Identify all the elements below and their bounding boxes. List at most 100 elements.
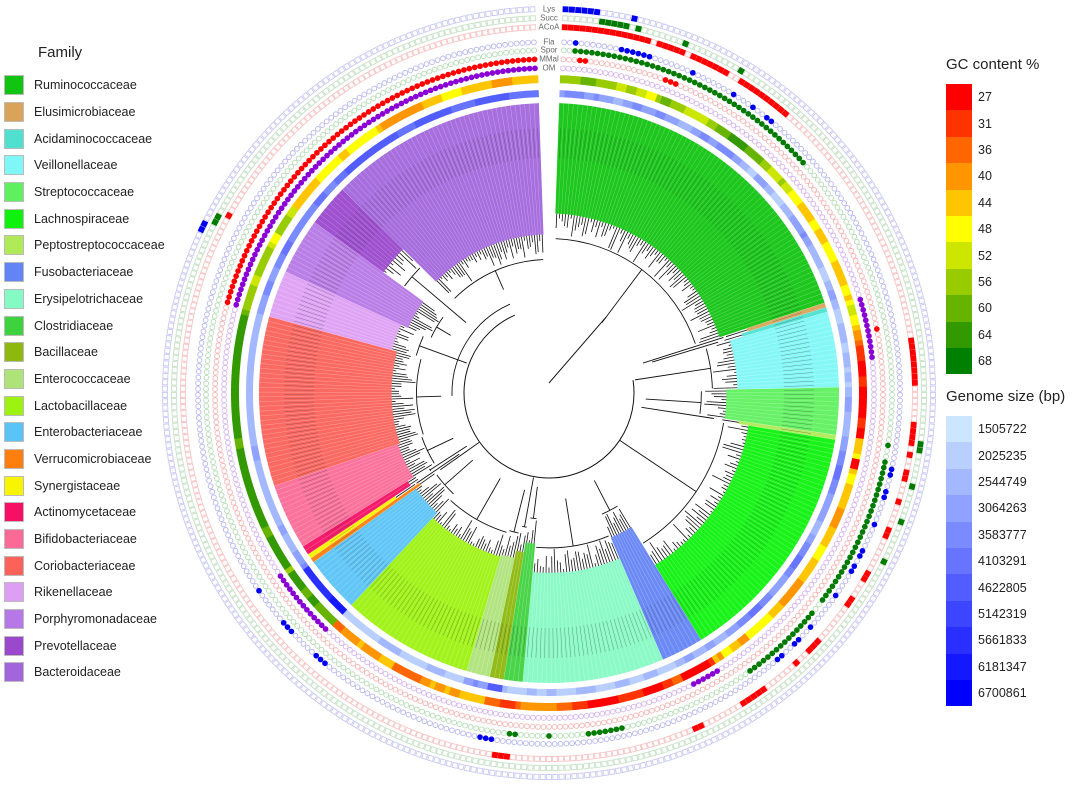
genome-size-cell	[843, 421, 851, 428]
succ-marker	[742, 70, 751, 79]
leaf-label	[513, 625, 519, 656]
gc-content-cell	[830, 259, 841, 269]
gc-content-cell	[610, 81, 618, 91]
mmal-marker	[880, 391, 886, 398]
succ-marker	[480, 20, 488, 28]
succ-marker	[249, 620, 258, 629]
fla-marker	[405, 711, 412, 718]
fla-marker	[195, 391, 201, 398]
tree-branch	[608, 226, 618, 249]
fla-marker	[877, 505, 884, 512]
succ-marker	[854, 600, 863, 609]
acoa-marker	[909, 433, 916, 441]
om-marker	[791, 602, 798, 609]
family-legend-label: Veillonellaceae	[34, 158, 118, 173]
lys-marker	[909, 266, 917, 275]
ring-label-acoa: ACoA	[539, 23, 561, 32]
mmal-marker	[871, 315, 878, 322]
succ-marker	[187, 500, 195, 509]
gc-content-cell	[406, 106, 416, 116]
lys-marker	[353, 55, 362, 64]
tree-branch	[618, 508, 631, 528]
genome-size-legend: Genome size (bp) 1505722 2025235 2544749 30…	[946, 388, 1065, 707]
acoa-marker	[245, 600, 255, 609]
succ-marker	[171, 373, 178, 380]
fla-marker	[195, 397, 201, 404]
tree-branch	[743, 435, 747, 438]
acoa-marker	[870, 222, 879, 231]
fla-marker	[871, 521, 878, 528]
fla-marker	[893, 443, 899, 450]
gc-content-cell	[239, 313, 249, 322]
om-marker	[700, 676, 707, 682]
mmal-marker	[688, 87, 694, 94]
spor-marker	[723, 683, 730, 690]
genome-size-cell	[682, 654, 691, 664]
succ-marker	[564, 764, 571, 771]
om-marker	[316, 160, 323, 166]
fla-marker	[196, 363, 202, 369]
fla-marker	[195, 368, 202, 375]
tree-branch	[415, 336, 424, 356]
leaf-label	[765, 484, 794, 497]
acoa-marker	[533, 755, 540, 762]
fla-marker	[668, 61, 675, 67]
genome-size-cell	[501, 685, 508, 694]
om-marker	[795, 598, 801, 605]
fla-marker	[831, 185, 838, 192]
acoa-marker	[281, 134, 291, 143]
spor-marker	[324, 128, 331, 135]
mmal-marker	[389, 95, 396, 101]
genome-size-cell	[770, 584, 780, 594]
genome-size-cell	[340, 169, 349, 179]
mmal-marker	[620, 64, 627, 71]
om-marker	[867, 338, 873, 345]
mmal-marker	[839, 550, 846, 556]
spor-marker	[385, 87, 391, 93]
om-marker	[869, 354, 875, 361]
mmal-marker	[397, 689, 404, 695]
spor-marker	[885, 341, 892, 347]
acoa-marker	[621, 31, 629, 39]
acoa-marker	[876, 233, 885, 242]
acoa-marker	[185, 325, 193, 333]
fla-marker	[867, 532, 873, 539]
genome-size-cell	[806, 244, 816, 252]
mmal-marker	[350, 660, 357, 667]
lys-marker	[414, 750, 423, 759]
mmal-marker	[860, 278, 867, 285]
leaf-label	[338, 231, 363, 251]
fla-marker	[315, 126, 321, 132]
tree-branch	[510, 238, 514, 247]
spor-marker	[686, 77, 693, 83]
succ-marker	[310, 681, 319, 690]
om-marker	[871, 386, 877, 393]
genome-size-cell	[818, 510, 828, 519]
lys-marker	[435, 21, 443, 29]
leaf-label	[743, 525, 769, 543]
om-marker	[447, 80, 454, 87]
gc-legend-label: 44	[978, 195, 992, 210]
gc-content-cell	[846, 304, 856, 312]
mmal-marker	[859, 505, 866, 511]
mmal-marker	[723, 673, 730, 679]
om-marker	[747, 135, 754, 141]
gc-content-cell	[231, 370, 240, 377]
om-marker	[446, 699, 452, 706]
lys-marker	[690, 33, 699, 42]
mmal-marker	[455, 68, 462, 75]
leaf-label	[379, 573, 400, 598]
succ-marker	[904, 281, 912, 289]
genome-size-cell	[842, 352, 850, 359]
acoa-marker	[306, 666, 315, 676]
genome-legend-swatch	[946, 468, 972, 496]
leaf-label	[361, 205, 384, 227]
fla-marker	[607, 44, 613, 51]
om-marker	[516, 66, 522, 73]
succ-marker	[330, 696, 339, 705]
leaf-label	[450, 611, 463, 640]
mmal-marker	[641, 70, 648, 76]
fla-marker	[410, 714, 417, 720]
lys-marker	[220, 594, 229, 603]
genome-size-cell	[811, 252, 820, 261]
